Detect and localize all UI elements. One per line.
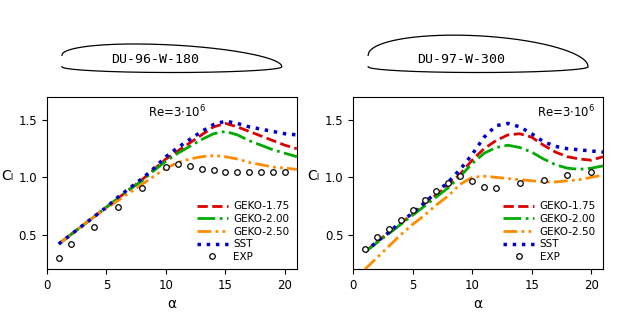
Y-axis label: Cₗ: Cₗ [1,169,14,183]
Polygon shape [62,44,282,73]
X-axis label: α: α [474,297,482,311]
Y-axis label: Cₗ: Cₗ [308,169,320,183]
Text: DU-96-W-180: DU-96-W-180 [111,54,199,66]
Polygon shape [368,35,588,73]
Legend: GEKO-1.75, GEKO-2.00, GEKO-2.50, SST, EXP: GEKO-1.75, GEKO-2.00, GEKO-2.50, SST, EX… [499,197,600,266]
Text: Re=3$\cdot$10$^6$: Re=3$\cdot$10$^6$ [148,104,206,121]
Legend: GEKO-1.75, GEKO-2.00, GEKO-2.50, SST, EXP: GEKO-1.75, GEKO-2.00, GEKO-2.50, SST, EX… [192,197,294,266]
X-axis label: α: α [168,297,176,311]
Text: Re=3$\cdot$10$^6$: Re=3$\cdot$10$^6$ [538,104,596,121]
Text: DU-97-W-300: DU-97-W-300 [418,54,506,66]
